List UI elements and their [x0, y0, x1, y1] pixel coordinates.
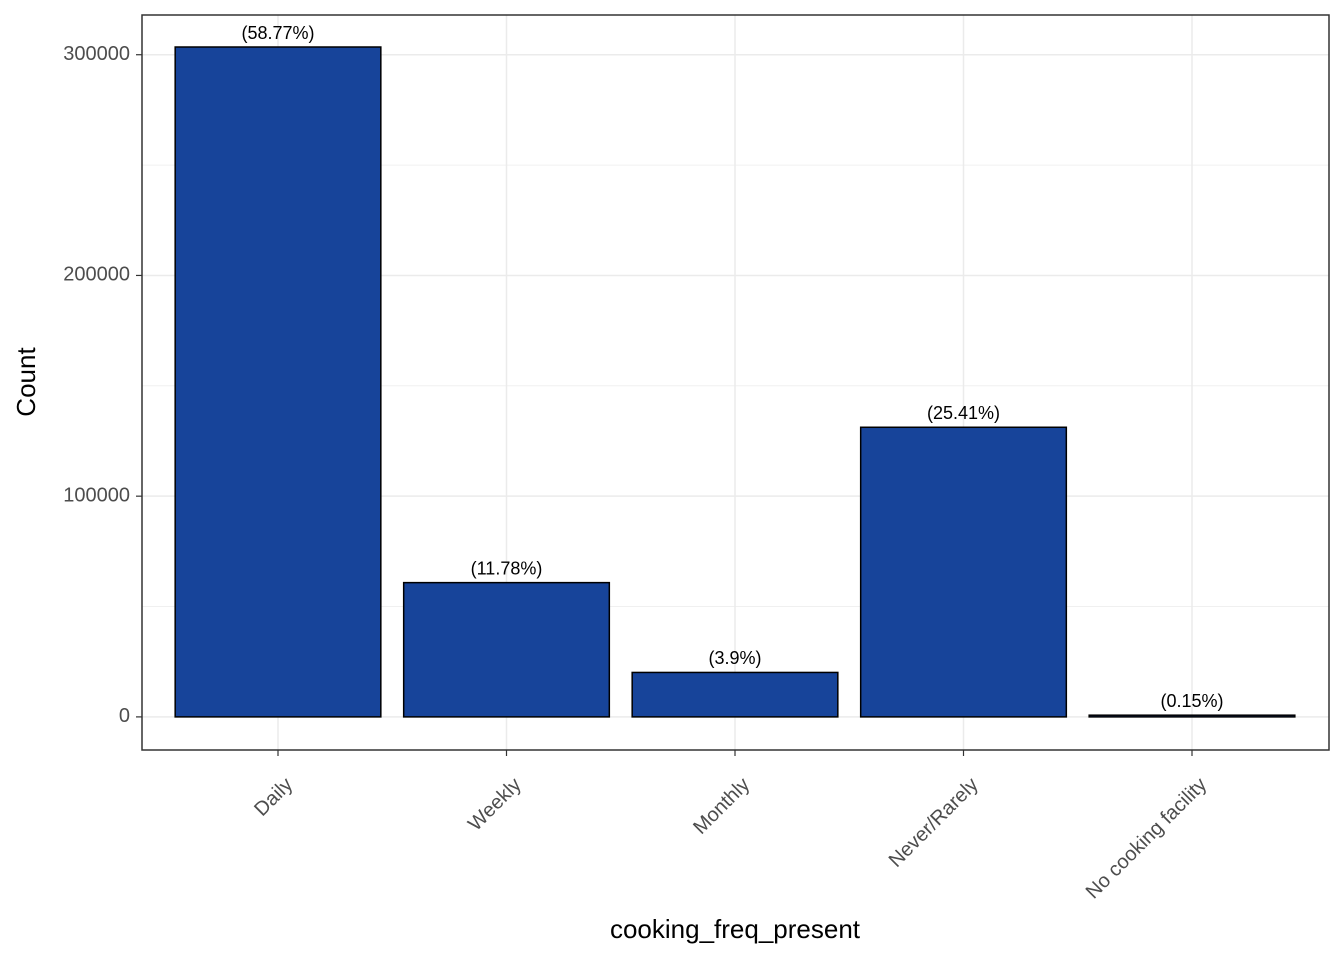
bar [1088, 714, 1296, 718]
bar [174, 46, 382, 718]
bar [859, 426, 1068, 718]
data-label: (11.78%) [471, 558, 543, 578]
data-label: (58.77%) [241, 23, 314, 43]
y-tick-label: 200000 [63, 264, 130, 286]
y-tick-label: 100000 [63, 484, 130, 506]
y-axis-title: Count [11, 347, 41, 417]
data-label: (3.9%) [708, 648, 761, 668]
x-axis-title: cooking_freq_present [610, 914, 861, 944]
bar [631, 671, 839, 718]
panel-border [141, 14, 1330, 751]
y-tick-label: 300000 [63, 43, 130, 65]
bar [402, 581, 611, 718]
data-label: (0.15%) [1160, 691, 1223, 711]
y-tick-label: 0 [119, 705, 130, 727]
data-label: (25.41%) [927, 403, 1000, 423]
